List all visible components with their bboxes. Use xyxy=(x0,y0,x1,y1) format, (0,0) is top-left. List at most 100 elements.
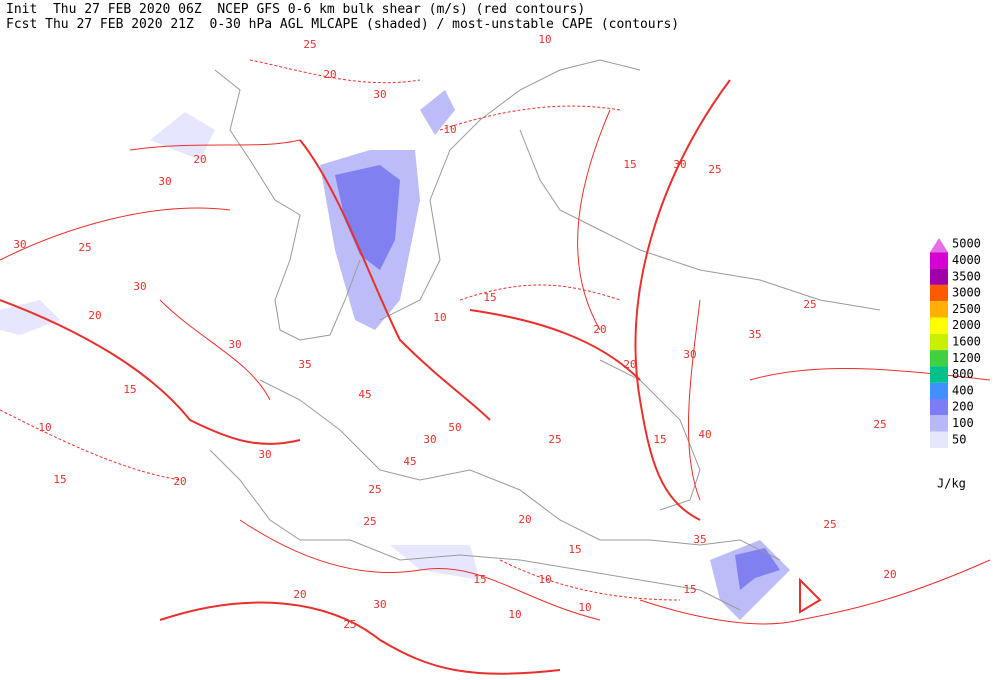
legend-label: 400 xyxy=(952,383,974,397)
legend-label: 2500 xyxy=(952,302,981,316)
contour-label: 10 xyxy=(508,608,521,621)
contour-labels: 20 30 30 25 30 20 30 15 10 15 20 30 35 45 50 45 30 25 25 20… xyxy=(13,33,896,631)
fcst-line: Fcst Thu 27 FEB 2020 21Z 0-30 hPa AGL ML… xyxy=(6,17,679,32)
legend-swatch xyxy=(930,252,948,269)
contour-label: 15 xyxy=(568,543,581,556)
contour xyxy=(499,559,681,601)
contour-label: 25 xyxy=(803,298,816,311)
contour-label: 20 xyxy=(593,323,606,336)
legend: J/kg 5000 4000 3500 3000 2500 2000 1600 1200 800… xyxy=(930,237,981,491)
contour-label: 30 xyxy=(158,175,171,188)
contour-label: 25 xyxy=(873,418,886,431)
legend-swatch xyxy=(930,350,948,367)
contour-label: 10 xyxy=(538,573,551,586)
contour-label: 30 xyxy=(228,338,241,351)
legend-swatch xyxy=(930,317,948,334)
contour-label: 25 xyxy=(303,38,316,51)
legend-swatch xyxy=(930,366,948,383)
legend-label: 5000 xyxy=(952,237,981,251)
contour-label: 20 xyxy=(193,153,206,166)
contour xyxy=(239,519,601,621)
shear-contours xyxy=(0,59,991,675)
contour-label: 30 xyxy=(373,88,386,101)
contour xyxy=(159,299,271,401)
shade xyxy=(735,548,780,590)
legend-label: 100 xyxy=(952,416,974,430)
contour-label: 25 xyxy=(548,433,561,446)
contour xyxy=(249,59,421,84)
contour-label: 25 xyxy=(78,241,91,254)
legend-label: 1600 xyxy=(952,334,981,348)
coastline xyxy=(599,359,701,511)
contour-label: 30 xyxy=(423,433,436,446)
contour-label: 35 xyxy=(693,533,706,546)
contour xyxy=(749,367,991,381)
legend-swatch xyxy=(930,431,948,448)
cape-shading xyxy=(0,90,790,620)
contour-label: 35 xyxy=(298,358,311,371)
legend-label: 2000 xyxy=(952,318,981,332)
contour-label: 30 xyxy=(13,238,26,251)
legend-swatch xyxy=(930,238,948,253)
legend-label: 1200 xyxy=(952,351,981,365)
contour-label: 20 xyxy=(293,588,306,601)
legend-swatch xyxy=(930,399,948,416)
contour-label: 15 xyxy=(623,158,636,171)
shade xyxy=(335,165,400,270)
contour-label: 20 xyxy=(518,513,531,526)
contour xyxy=(0,409,181,481)
contour-label: 30 xyxy=(683,348,696,361)
contour-label: 25 xyxy=(823,518,836,531)
legend-swatch xyxy=(930,268,948,285)
contour-label: 45 xyxy=(358,388,371,401)
contour xyxy=(634,79,731,521)
legend-label: 3500 xyxy=(952,269,981,283)
coastline xyxy=(519,129,881,311)
contour xyxy=(687,299,701,501)
legend-swatch xyxy=(930,301,948,318)
contour-label: 25 xyxy=(368,483,381,496)
contour-label: 10 xyxy=(443,123,456,136)
contour xyxy=(0,207,231,261)
contour xyxy=(159,601,561,675)
contour-label: 35 xyxy=(748,328,761,341)
coastline xyxy=(209,449,741,611)
coastline xyxy=(214,69,361,341)
contour-label: 10 xyxy=(538,33,551,46)
contour-label: 40 xyxy=(698,428,711,441)
contour-label: 20 xyxy=(883,568,896,581)
legend-unit: J/kg xyxy=(937,477,966,491)
legend-swatch xyxy=(930,333,948,351)
contour-label: 15 xyxy=(53,473,66,486)
contour-label: 20 xyxy=(88,309,101,322)
legend-label: 200 xyxy=(952,400,974,414)
contour-label: 50 xyxy=(448,421,461,434)
contour-label: 25 xyxy=(343,618,356,631)
contour xyxy=(799,577,822,614)
contour-label: 10 xyxy=(38,421,51,434)
contour-label: 15 xyxy=(683,583,696,596)
contour-label: 45 xyxy=(403,455,416,468)
contour xyxy=(299,139,491,421)
contour xyxy=(577,109,611,331)
contour xyxy=(0,299,301,445)
legend-swatch xyxy=(930,284,948,302)
shade xyxy=(420,90,455,135)
contour xyxy=(469,309,641,381)
contour-label: 15 xyxy=(473,573,486,586)
legend-label: 3000 xyxy=(952,286,981,300)
contour-label: 25 xyxy=(708,163,721,176)
shade xyxy=(390,545,480,580)
contour-label: 10 xyxy=(578,601,591,614)
contour-label: 10 xyxy=(433,311,446,324)
shade xyxy=(0,300,60,335)
legend-label: 800 xyxy=(952,367,974,381)
contour-label: 20 xyxy=(173,475,186,488)
shade xyxy=(150,112,215,160)
contour-label: 30 xyxy=(258,448,271,461)
legend-label: 50 xyxy=(952,432,966,446)
contour-label: 15 xyxy=(483,291,496,304)
coastlines xyxy=(209,59,881,611)
